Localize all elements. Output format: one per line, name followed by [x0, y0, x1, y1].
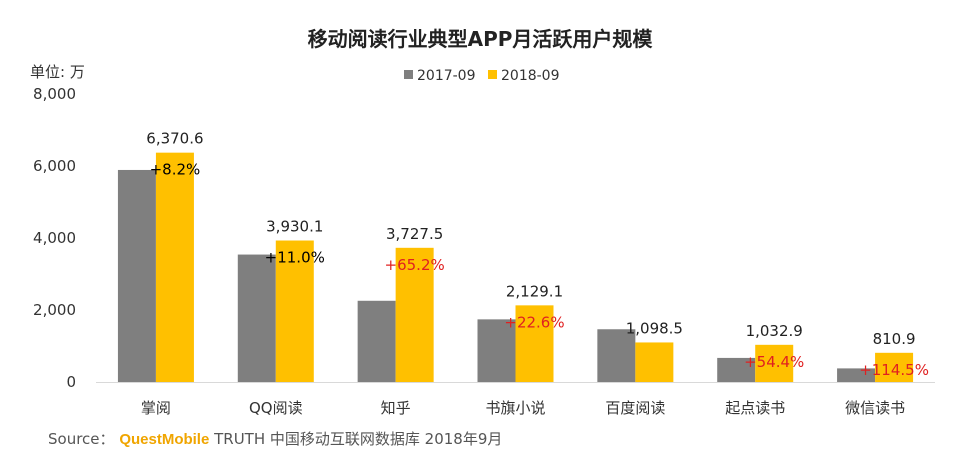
category-label: QQ阅读 [249, 399, 303, 417]
value-label: 6,370.6 [146, 130, 203, 148]
y-tick-label: 4,000 [33, 229, 76, 247]
growth-label: +54.4% [744, 353, 804, 371]
category-label: 百度阅读 [605, 399, 665, 417]
value-label: 1,032.9 [746, 322, 803, 340]
bar-2017 [117, 169, 156, 382]
bar-2017 [837, 368, 876, 382]
y-tick-label: 0 [66, 373, 76, 391]
bar-2017 [237, 254, 276, 382]
category-label: 书旗小说 [485, 399, 545, 417]
y-tick-label: 2,000 [33, 301, 76, 319]
bars [117, 152, 914, 382]
bar-2017 [597, 329, 636, 382]
y-tick-label: 6,000 [33, 157, 76, 175]
bar-2018 [755, 344, 794, 382]
growth-label: +22.6% [504, 313, 564, 331]
data-labels: 6,370.6 +8.2% 3,930.1 +11.0% 3,727.5 +65.2% 2,… [146, 130, 929, 379]
source-brand: QuestMobile [119, 431, 210, 448]
source-note: Source： QuestMobile TRUTH 中国移动互联网数据库 201… [48, 428, 502, 449]
bar-2017 [717, 357, 756, 382]
bar-2018 [275, 240, 314, 382]
legend-label: 2018-09 [501, 68, 560, 84]
y-tick-label: 8,000 [33, 85, 76, 103]
legend-swatch [488, 70, 497, 79]
source-prefix: Source： [48, 430, 115, 448]
value-label: 3,930.1 [266, 218, 323, 236]
value-label: 2,129.1 [506, 282, 563, 300]
category-label: 知乎 [381, 399, 411, 417]
legend-swatch [404, 70, 413, 79]
bar-2018 [515, 305, 554, 382]
bar-2018 [395, 247, 434, 382]
bar-2018 [635, 342, 674, 382]
bar-2018 [155, 152, 194, 382]
value-label: 810.9 [873, 330, 916, 348]
category-label: 起点读书 [725, 399, 785, 417]
y-axis: 0 2,000 4,000 6,000 8,000 [33, 85, 935, 391]
source-suffix: TRUTH 中国移动互联网数据库 2018年9月 [214, 430, 503, 448]
bar-2017 [477, 319, 516, 382]
chart-title: 移动阅读行业典型APP月活跃用户规模 [308, 27, 654, 51]
growth-label: +11.0% [265, 249, 325, 267]
value-label: 1,098.5 [626, 319, 683, 337]
growth-label: +114.5% [859, 361, 929, 379]
bar-2018 [875, 352, 914, 382]
growth-label: +65.2% [385, 256, 445, 274]
unit-label: 单位: 万 [30, 63, 85, 81]
legend-label: 2017-09 [417, 68, 476, 84]
value-label: 3,727.5 [386, 225, 443, 243]
bar-2017 [357, 300, 396, 382]
legend: 2017-09 2018-09 [404, 68, 560, 84]
category-label: 微信读书 [845, 399, 905, 417]
x-axis: 掌阅 QQ阅读 知乎 书旗小说 百度阅读 起点读书 微信读书 [141, 399, 905, 417]
growth-label: +8.2% [150, 161, 201, 179]
category-label: 掌阅 [141, 399, 171, 417]
